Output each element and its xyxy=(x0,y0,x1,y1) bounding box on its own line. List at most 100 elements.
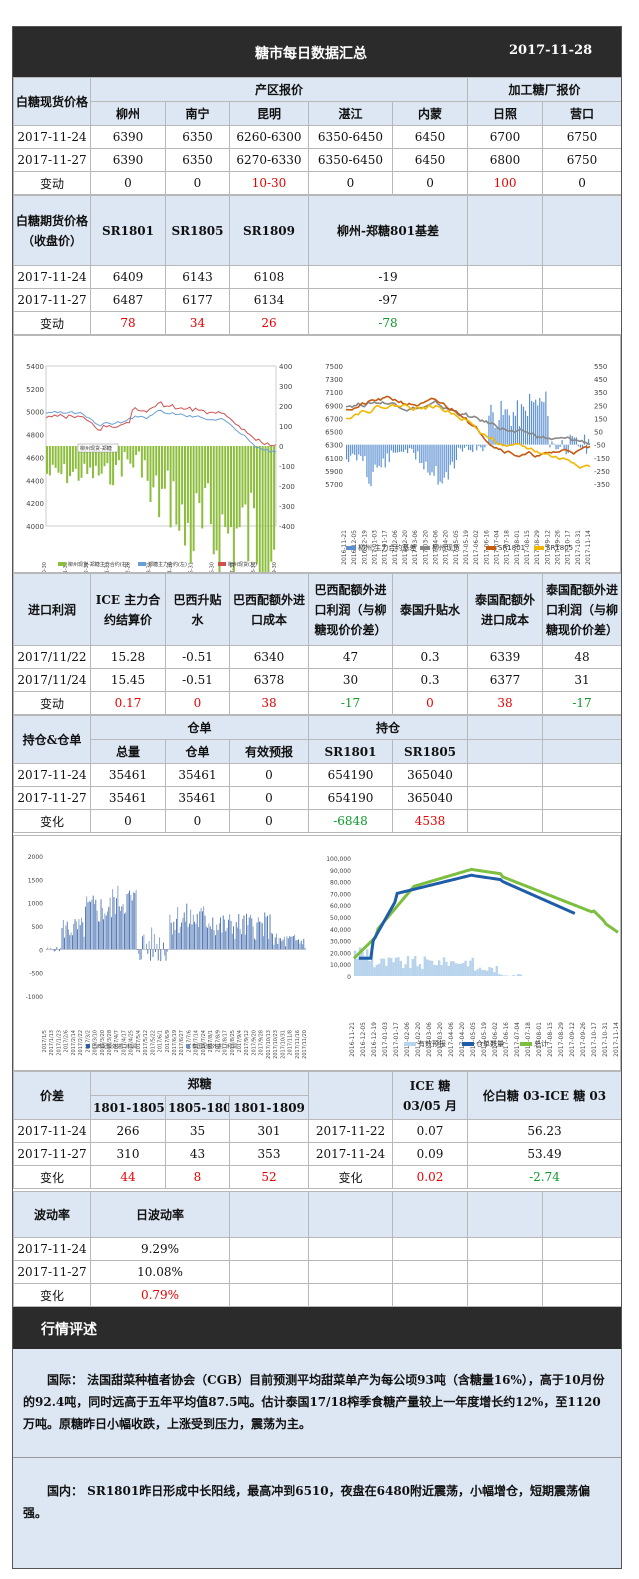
forecast-bar xyxy=(490,967,494,976)
x-tick-label: 2017/7/24 xyxy=(201,1030,207,1056)
x-tick-label: 2017/11/16 xyxy=(295,1030,301,1059)
profit-bar xyxy=(303,938,305,950)
basis-bar xyxy=(531,400,533,445)
profit-bar xyxy=(116,898,117,950)
y-tick-label: -1000 xyxy=(26,994,44,1001)
profit-bar xyxy=(74,919,76,950)
profit-bar xyxy=(152,949,154,958)
profit-bar xyxy=(289,935,290,950)
forecast-bar xyxy=(382,958,386,976)
profit-bar xyxy=(160,949,162,962)
basis-bar xyxy=(545,391,547,445)
basis-bar xyxy=(63,446,66,464)
basis-bar xyxy=(496,426,498,445)
profit-bar xyxy=(252,926,254,950)
basis-bar xyxy=(459,444,462,449)
basis-bar xyxy=(575,437,577,445)
annotation-box xyxy=(77,443,119,453)
basis-bar xyxy=(54,446,57,468)
basis-bar xyxy=(354,444,356,455)
y-tick-label: 70,000 xyxy=(330,891,351,898)
basis-bar xyxy=(138,446,140,452)
profit-bar xyxy=(138,949,140,954)
forecast-bar xyxy=(488,966,491,976)
basis-bar xyxy=(57,446,60,473)
y-tick-label: 6300 xyxy=(325,442,343,450)
x-tick-label: 2017-05-05 xyxy=(470,1022,477,1057)
basis-bar xyxy=(480,444,482,448)
forecast-bar xyxy=(356,958,359,976)
x-tick-label: 2017/7/14 xyxy=(194,1030,200,1056)
forecast-bar xyxy=(378,963,381,976)
forecast-bar xyxy=(466,966,470,976)
profit-bar xyxy=(298,939,299,950)
profit-bar xyxy=(91,899,93,950)
profit-bar xyxy=(173,921,175,950)
profit-bar xyxy=(165,949,167,961)
basis-bar xyxy=(415,444,417,460)
basis-bar xyxy=(362,444,364,461)
y-tick-label: 200 xyxy=(279,403,292,411)
x-tick-label: 2017/9/20 xyxy=(251,1030,257,1056)
x-tick-label: 2017-06-02 xyxy=(473,530,480,565)
basis-bar xyxy=(386,444,388,454)
x-tick-label: 2017/3/2 xyxy=(85,1030,91,1052)
x-tick-label: 2017/4/17 xyxy=(121,1030,127,1056)
basis-bar xyxy=(178,446,181,531)
x-tick-label: 2017-09-12 xyxy=(569,1022,576,1057)
y-tick-label: 0 xyxy=(347,974,351,981)
chart-row-basis: 5400 5200 5000 4800 4600 4400 4200 4000 400 300 20… xyxy=(13,335,621,573)
profit-bar xyxy=(60,948,62,950)
x-tick-label: 13-11-30 xyxy=(63,562,69,572)
y-tick-label: -150 xyxy=(594,455,610,463)
basis-bar xyxy=(394,444,396,453)
profit-bar xyxy=(294,934,296,950)
forecast-bar xyxy=(399,960,402,976)
y-tick-label: 80,000 xyxy=(330,880,351,887)
basis-bar xyxy=(431,444,433,473)
basis-bar xyxy=(427,444,429,473)
x-tick-label: 2017-09-26 xyxy=(555,530,562,565)
profit-bar xyxy=(248,917,250,950)
y-tick-label: 300 xyxy=(279,383,292,391)
profit-bar xyxy=(300,940,302,950)
profit-bar xyxy=(153,934,155,950)
x-tick-label: 2017-02-20 xyxy=(415,1022,422,1057)
basis-bar xyxy=(209,446,212,525)
basis-bar xyxy=(439,444,441,482)
forecast-bar xyxy=(387,957,390,976)
basis-bar xyxy=(129,446,132,464)
basis-bar xyxy=(195,446,198,494)
basis-bar xyxy=(433,444,435,476)
profit-bar xyxy=(280,938,281,950)
profit-bar xyxy=(189,923,190,950)
forecast-bar xyxy=(375,964,378,976)
basis-bar xyxy=(120,446,123,477)
basis-bar xyxy=(60,446,63,475)
basis-bar xyxy=(451,444,453,462)
y-tick-label: 550 xyxy=(594,363,607,371)
profit-bar xyxy=(237,927,238,950)
profit-bar xyxy=(247,925,249,950)
profit-bar xyxy=(143,934,145,950)
basis-bar xyxy=(468,444,470,451)
profit-bar xyxy=(268,939,270,950)
col-header: 内蒙 xyxy=(391,101,469,126)
report-title: 糖市每日数据汇总 xyxy=(255,46,367,62)
review-header: 行情评述 xyxy=(13,1307,621,1349)
profit-bar xyxy=(88,900,90,950)
price-line xyxy=(345,399,591,446)
basis-bar xyxy=(390,444,392,451)
x-tick-label: 2017-07-04 xyxy=(494,530,501,565)
y-tick-label: 400 xyxy=(279,363,292,371)
x-tick-label: 2017-02-06 xyxy=(392,530,399,565)
profit-bar xyxy=(244,934,246,950)
basis-bar xyxy=(372,444,374,473)
basis-bar xyxy=(366,444,368,478)
x-tick-label: 2017/6/19 xyxy=(172,1030,178,1056)
y-tick-label: 150 xyxy=(594,415,607,423)
y-tick-label: -500 xyxy=(29,971,43,978)
profit-bar xyxy=(220,917,221,950)
change-row: 变化 0.79% xyxy=(13,1283,621,1307)
basis-bar xyxy=(201,446,204,529)
